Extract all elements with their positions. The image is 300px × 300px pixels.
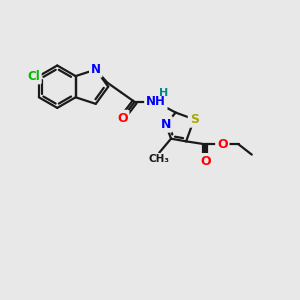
Text: N: N [91,63,101,76]
Text: H: H [159,88,168,98]
Text: N: N [160,118,171,131]
Text: O: O [117,112,128,124]
Text: CH₃: CH₃ [149,154,170,164]
Text: O: O [200,155,211,168]
Text: NH: NH [146,95,166,108]
Text: Cl: Cl [27,70,40,83]
Text: O: O [217,138,228,151]
Text: S: S [190,113,199,126]
